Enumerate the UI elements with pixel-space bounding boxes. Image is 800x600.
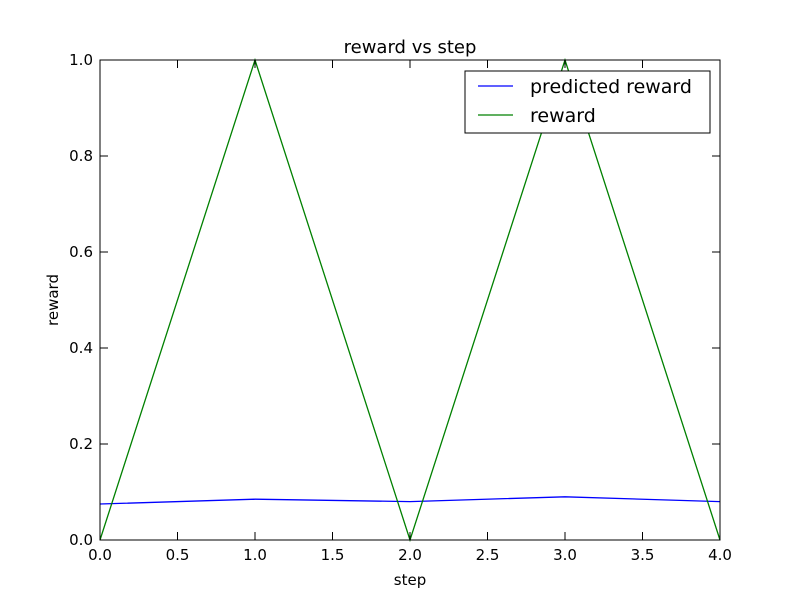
y-tick-label: 0.2: [69, 435, 93, 453]
y-tick-label: 0.4: [69, 339, 93, 357]
x-tick-label: 2.0: [398, 546, 422, 564]
y-axis-label: reward: [44, 274, 62, 326]
x-tick-label: 3.5: [631, 546, 655, 564]
legend-box: [464, 70, 711, 134]
chart-title: reward vs step: [344, 37, 477, 58]
legend-label-reward: reward: [530, 105, 596, 127]
x-tick-label: 0.5: [166, 546, 190, 564]
y-tick-label: 0.0: [69, 531, 93, 549]
series-line-predicted-reward: [99, 496, 721, 505]
x-tick-label: 0.0: [88, 546, 112, 564]
y-tick-label: 0.6: [69, 243, 93, 261]
x-tick-label: 1.0: [243, 546, 267, 564]
legend-label-predicted-reward: predicted reward: [530, 76, 692, 98]
y-tick-label: 1.0: [69, 51, 93, 69]
x-tick-label: 4.0: [708, 546, 732, 564]
x-tick-label: 3.0: [553, 546, 577, 564]
x-tick-label: 1.5: [321, 546, 345, 564]
x-axis-label: step: [394, 571, 426, 589]
x-tick-label: 2.5: [476, 546, 500, 564]
legend: predicted reward reward: [464, 70, 711, 134]
tick-layer: 0.0 0.5 1.0 1.5 2.0 2.5 3.0 3.5 4.0 0.0 0.2 0.4 0.6 0…: [69, 51, 732, 564]
y-tick-label: 0.8: [69, 147, 93, 165]
